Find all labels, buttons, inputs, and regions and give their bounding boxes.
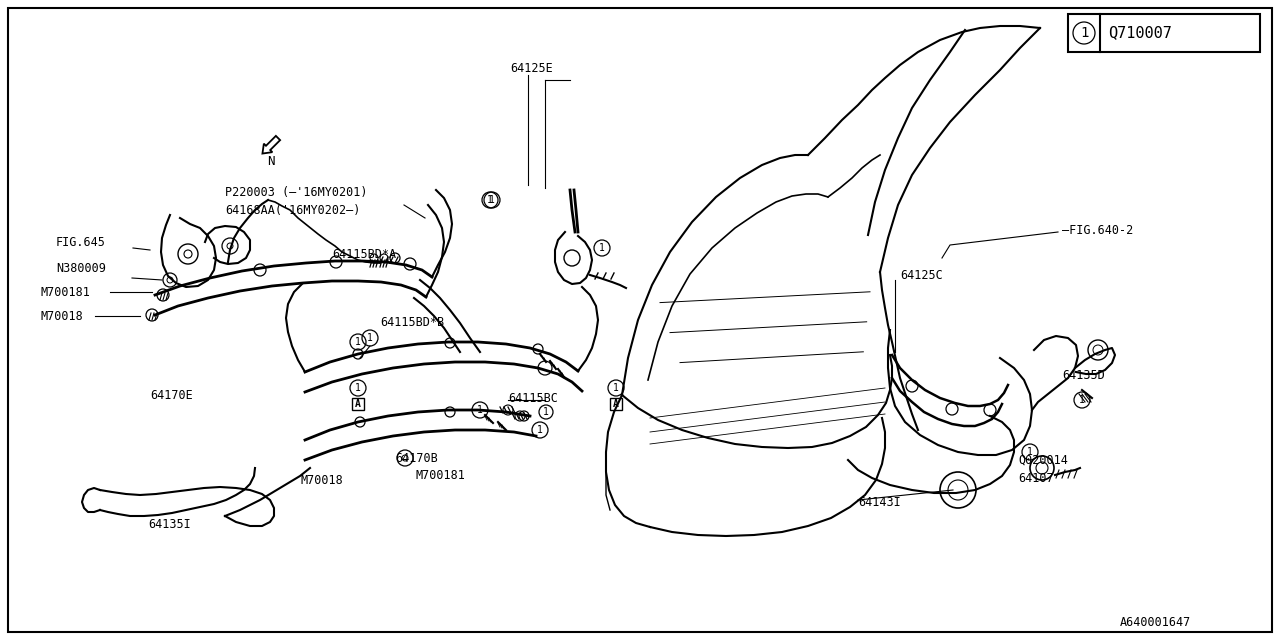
Text: 64135D: 64135D: [1062, 369, 1105, 381]
Text: N: N: [266, 155, 274, 168]
Text: 64135I: 64135I: [148, 518, 191, 531]
Text: P220003 (—'16MY0201): P220003 (—'16MY0201): [225, 186, 367, 198]
Text: 1: 1: [367, 333, 372, 343]
Text: 64125C: 64125C: [900, 269, 943, 282]
Text: 1: 1: [1080, 26, 1088, 40]
Text: 64115BC: 64115BC: [508, 392, 558, 404]
Bar: [1068, 14, 1260, 52]
Text: 64115BD*A: 64115BD*A: [332, 248, 396, 260]
Text: 1: 1: [355, 383, 361, 393]
Text: FIG.645: FIG.645: [56, 236, 106, 248]
Text: 64170E: 64170E: [150, 388, 193, 401]
Text: N380009: N380009: [56, 262, 106, 275]
Text: Q710007: Q710007: [1108, 26, 1172, 40]
Text: 1: 1: [613, 383, 620, 393]
Text: 1: 1: [1027, 447, 1033, 457]
Text: A640001647: A640001647: [1120, 616, 1190, 628]
Text: 1: 1: [489, 195, 495, 205]
Text: A: A: [613, 399, 620, 409]
Text: 64107: 64107: [1018, 472, 1053, 484]
Text: Q020014: Q020014: [1018, 454, 1068, 467]
Text: M70018: M70018: [40, 310, 83, 323]
Bar: [352, 398, 364, 410]
Text: 64168AA('16MY0202—): 64168AA('16MY0202—): [225, 204, 361, 216]
Text: M70018: M70018: [300, 474, 343, 486]
Text: 1: 1: [1079, 395, 1085, 405]
Text: 1: 1: [477, 405, 483, 415]
Text: 1: 1: [543, 407, 549, 417]
Text: 64170B: 64170B: [396, 451, 438, 465]
Text: 64143I: 64143I: [858, 495, 901, 509]
Text: 64115BD*B: 64115BD*B: [380, 316, 444, 328]
Bar: [611, 398, 622, 410]
Text: 64125E: 64125E: [509, 61, 553, 74]
Text: 1: 1: [355, 337, 361, 347]
Text: A: A: [355, 399, 361, 409]
Text: 1: 1: [599, 243, 605, 253]
Text: —FIG.640-2: —FIG.640-2: [1062, 223, 1133, 237]
Text: M700181: M700181: [40, 285, 90, 298]
Text: 1: 1: [488, 195, 493, 205]
Text: 1: 1: [538, 425, 543, 435]
Text: M700181: M700181: [415, 468, 465, 481]
